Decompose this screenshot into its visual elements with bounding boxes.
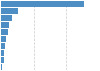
Bar <box>1 1 84 7</box>
Bar <box>1 57 4 63</box>
Bar <box>1 64 2 70</box>
Bar <box>1 36 6 42</box>
Bar <box>1 8 18 14</box>
Bar <box>1 43 5 49</box>
Bar <box>1 22 9 28</box>
Bar <box>1 15 12 21</box>
Bar <box>1 29 8 35</box>
Bar <box>1 50 4 56</box>
